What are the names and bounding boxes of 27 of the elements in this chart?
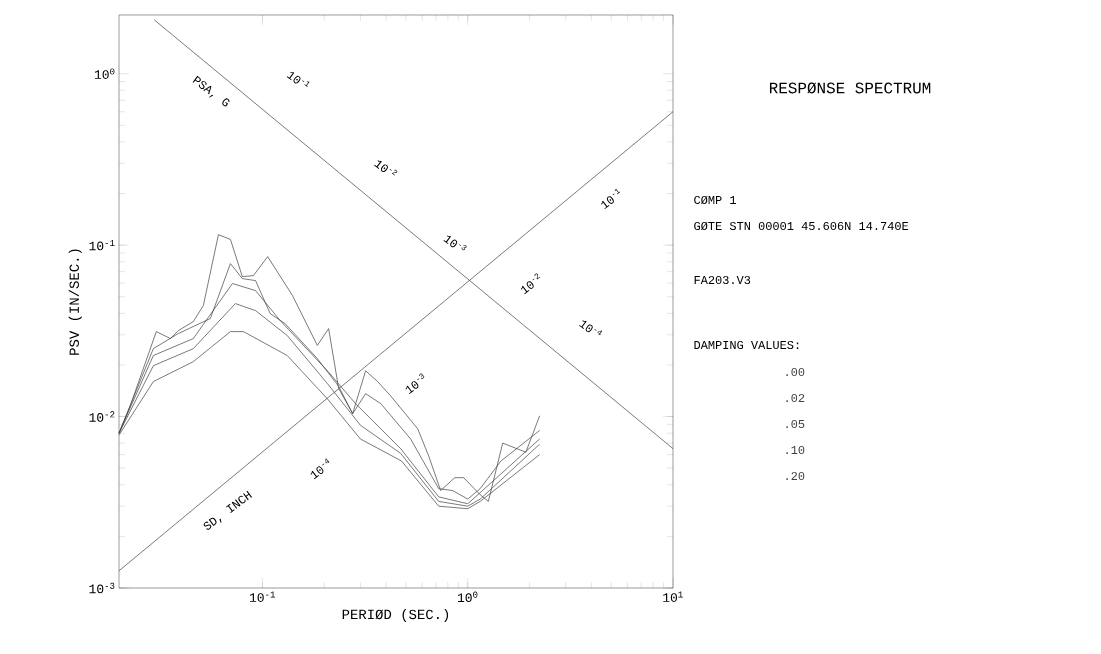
legend-title: DAMPING VALUES: xyxy=(694,340,799,350)
y-tick-label: 10$^{-1}$ xyxy=(89,239,115,251)
annotation: 10$^{-2}$ xyxy=(520,273,541,295)
y-tick-label: 10$^{0}$ xyxy=(94,68,115,79)
text: .20 xyxy=(786,471,805,481)
annotation: 10$^{-1}$ xyxy=(286,71,310,88)
annotation: 10$^{-4}$ xyxy=(578,320,603,336)
y-axis-title: PSV (IN/SEC.) xyxy=(68,249,82,355)
annotation: 10$^{-1}$ xyxy=(600,188,621,210)
text: .05 xyxy=(786,419,805,429)
text: GØTE STN 00001 45.606N 14.740E xyxy=(694,221,909,231)
x-axis-title: PERIØD (SEC.) xyxy=(342,608,449,622)
text: .00 xyxy=(786,367,805,377)
text: CØMP 1 xyxy=(694,195,736,205)
text: .10 xyxy=(786,445,805,455)
annotation: 10$^{-3}$ xyxy=(443,235,467,251)
annotation: 10$^{-2}$ xyxy=(374,160,398,176)
annotation: 10$^{-3}$ xyxy=(405,373,425,395)
x-tick-label: 10$^{1}$ xyxy=(663,591,683,602)
annotation: 10$^{-4}$ xyxy=(310,458,330,480)
x-tick-label: 10$^{-1}$ xyxy=(249,591,276,602)
y-tick-label: 10$^{-3}$ xyxy=(89,582,115,594)
text: RESPØNSE SPECTRUM xyxy=(769,82,931,94)
text: .02 xyxy=(786,393,805,403)
x-tick-label: 10$^{0}$ xyxy=(457,591,478,603)
text: FA203.V3 xyxy=(694,275,751,285)
y-tick-label: 10$^{-2}$ xyxy=(89,411,115,422)
